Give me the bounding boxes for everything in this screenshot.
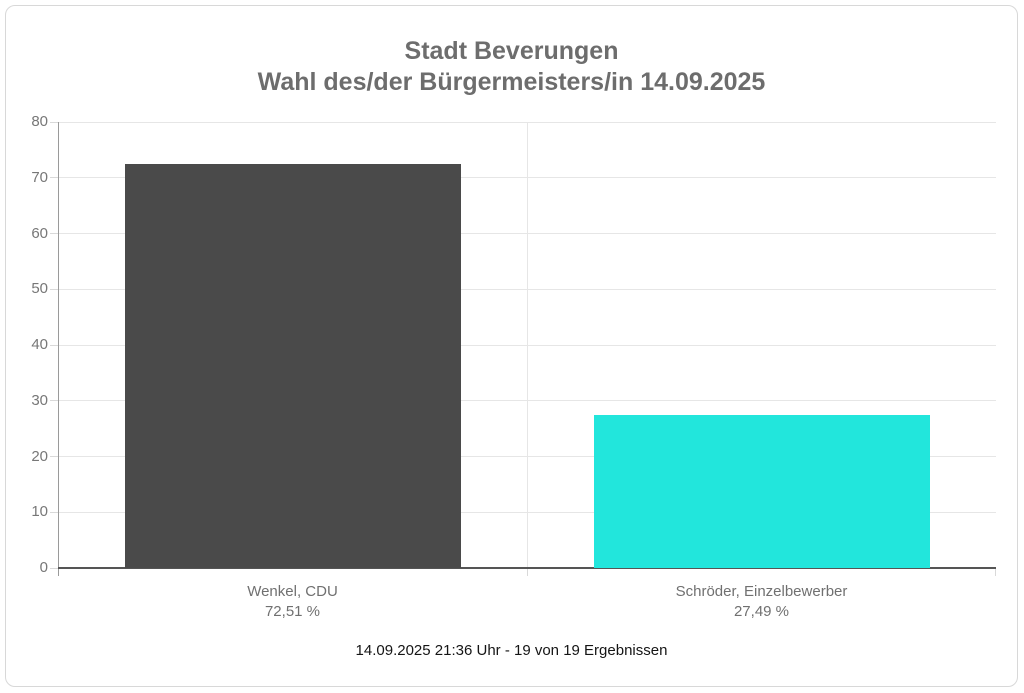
- bar-schr-der-einzelbewerber[interactable]: [593, 414, 930, 568]
- y-axis-tick-40: [50, 344, 58, 346]
- x-grid-divider: [526, 122, 528, 568]
- category-label-schr-der-einzelbewerber: Schröder, Einzelbewerber 27,49 %: [552, 582, 972, 622]
- chart-footer: 14.09.2025 21:36 Uhr - 19 von 19 Ergebni…: [355, 642, 668, 659]
- y-axis-label-70: 70: [31, 168, 48, 186]
- y-axis-label-80: 80: [31, 113, 48, 130]
- x-axis-line: [58, 567, 996, 569]
- chart-card: Stadt Beverungen Wahl des/der Bürgermeis…: [5, 5, 1018, 687]
- bar-wenkel-cdu[interactable]: [124, 163, 461, 568]
- y-axis-label-60: 60: [31, 224, 48, 242]
- category-name: Schröder, Einzelbewerber: [675, 583, 848, 600]
- y-axis-line: [58, 122, 59, 576]
- y-axis-label-20: 20: [31, 447, 48, 465]
- y-axis-tick-70: [50, 177, 58, 179]
- category-label-wenkel-cdu: Wenkel, CDU 72,51 %: [83, 582, 503, 622]
- y-axis-label-10: 10: [31, 503, 48, 521]
- y-axis-label-30: 30: [31, 391, 48, 409]
- category-percentage: 72,51 %: [264, 603, 321, 620]
- y-axis-tick-80: [50, 121, 58, 123]
- y-axis-tick-20: [50, 456, 58, 457]
- y-axis-tick-60: [50, 233, 58, 234]
- y-axis-tick-0: [50, 567, 58, 569]
- y-axis-tick-50: [50, 288, 58, 290]
- y-axis-label-0: 0: [39, 559, 48, 576]
- chart-title-block: Stadt Beverungen Wahl des/der Bürgermeis…: [6, 36, 1017, 98]
- category-name: Wenkel, CDU: [247, 583, 338, 600]
- chart-subtitle: Wahl des/der Bürgermeisters/in 14.09.202…: [257, 68, 766, 96]
- bar-chart-plot-area: 0 10 20 30 40 50 60 70 80 Wenkel, CDU 72,51 % Schrö…: [6, 6, 1017, 686]
- chart-title: Stadt Beverungen: [404, 37, 619, 65]
- category-percentage: 27,49 %: [733, 603, 790, 620]
- y-axis-tick-10: [50, 511, 58, 513]
- y-axis-tick-30: [50, 400, 58, 402]
- x-axis-tick-mid: [526, 568, 528, 576]
- y-axis-label-50: 50: [31, 280, 48, 298]
- x-axis-tick-right: [995, 568, 996, 576]
- y-axis-label-40: 40: [31, 336, 48, 353]
